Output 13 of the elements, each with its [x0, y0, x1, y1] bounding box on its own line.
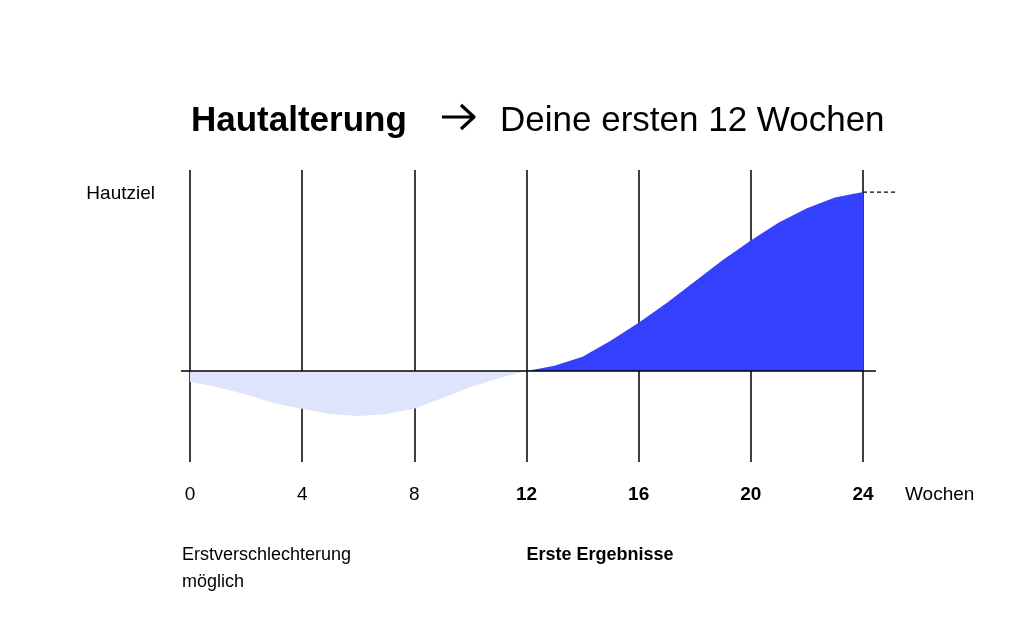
- x-axis-title: Wochen: [905, 482, 975, 504]
- x-tick-label: 8: [409, 483, 420, 504]
- chart-subtitle: Deine ersten 12 Wochen: [500, 99, 885, 138]
- x-tick-label: 0: [184, 483, 196, 504]
- text: Erstverschlechterung möglich: [182, 543, 357, 591]
- chart-title: Hautalterung: [191, 99, 407, 138]
- x-tick-label: 20: [740, 483, 762, 504]
- x-tick-label: 24: [852, 483, 874, 504]
- x-tick-label: 12: [515, 483, 538, 504]
- x-tick-label: 16: [628, 483, 650, 504]
- x-tick-label: 4: [296, 483, 308, 504]
- text: Hautziel: [86, 181, 155, 203]
- text: Erste Ergebnisse: [526, 543, 674, 564]
